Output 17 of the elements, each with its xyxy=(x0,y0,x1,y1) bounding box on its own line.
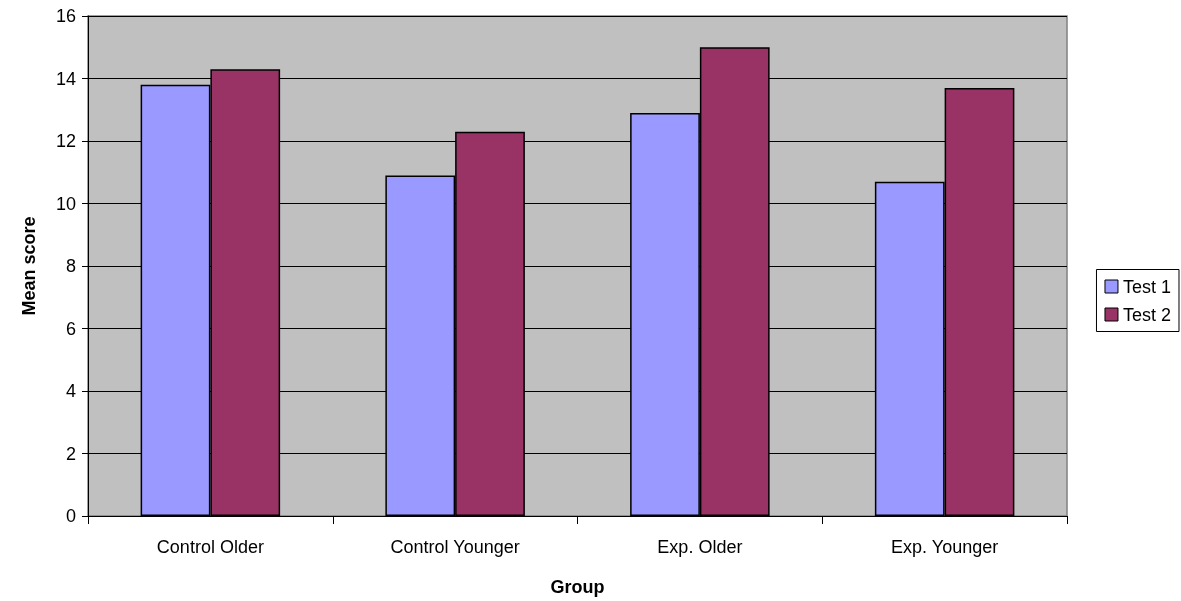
y-tick-label: 6 xyxy=(65,318,76,339)
y-tick-label: 16 xyxy=(55,6,76,26)
y-tick-label: 2 xyxy=(65,443,76,464)
y-axis-title: Mean score xyxy=(19,216,39,316)
y-tick-label: 10 xyxy=(55,193,76,214)
x-tick-label: Exp. Older xyxy=(657,537,743,557)
x-tick-label: Control Younger xyxy=(390,537,520,557)
legend-label: Test 1 xyxy=(1122,276,1172,297)
y-tick-label: 12 xyxy=(55,131,76,151)
y-tick-label: 4 xyxy=(65,381,76,401)
x-tick-label: Control Older xyxy=(156,537,264,557)
y-tick-label: 0 xyxy=(65,506,76,526)
y-tick-label: 14 xyxy=(55,68,76,89)
y-tick-label: 8 xyxy=(65,256,76,276)
legend-label: Test 2 xyxy=(1122,304,1172,325)
x-tick-label: Exp. Younger xyxy=(891,537,999,557)
x-axis-title: Group xyxy=(550,577,605,597)
